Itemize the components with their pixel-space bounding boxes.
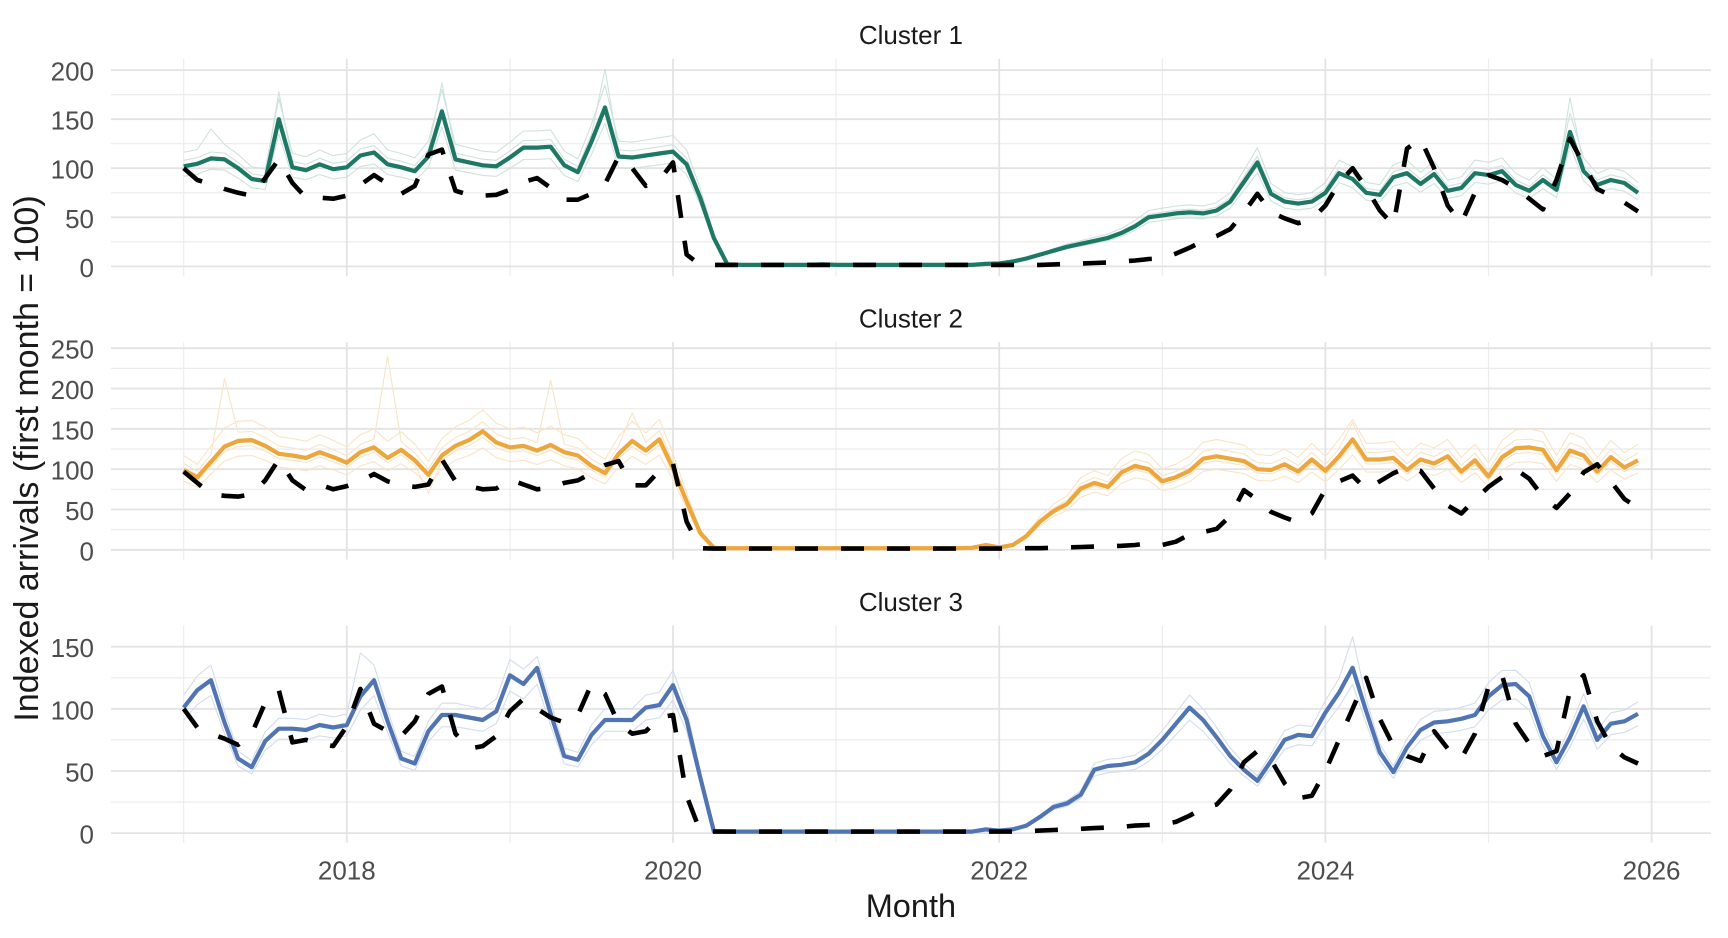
svg-text:50: 50	[65, 496, 94, 526]
svg-text:2018: 2018	[318, 856, 376, 886]
svg-text:200: 200	[51, 375, 94, 405]
svg-text:Cluster 2: Cluster 2	[859, 303, 963, 333]
svg-text:50: 50	[65, 204, 94, 234]
svg-text:2020: 2020	[644, 856, 702, 886]
svg-text:50: 50	[65, 758, 94, 788]
svg-text:150: 150	[51, 106, 94, 136]
svg-text:0: 0	[80, 536, 94, 566]
svg-text:200: 200	[51, 57, 94, 87]
svg-text:Month: Month	[866, 888, 956, 924]
svg-text:2024: 2024	[1296, 856, 1354, 886]
svg-text:2022: 2022	[970, 856, 1028, 886]
svg-text:Cluster 1: Cluster 1	[859, 20, 963, 50]
svg-text:2026: 2026	[1623, 856, 1681, 886]
svg-text:100: 100	[51, 695, 94, 725]
svg-text:0: 0	[80, 253, 94, 283]
svg-text:Indexed arrivals (first month: Indexed arrivals (first month = 100)	[8, 195, 46, 721]
svg-text:Cluster 3: Cluster 3	[859, 587, 963, 617]
svg-text:100: 100	[51, 155, 94, 185]
svg-text:100: 100	[51, 456, 94, 486]
svg-text:150: 150	[51, 633, 94, 663]
svg-text:0: 0	[80, 820, 94, 850]
svg-text:250: 250	[51, 335, 94, 365]
svg-text:150: 150	[51, 415, 94, 445]
